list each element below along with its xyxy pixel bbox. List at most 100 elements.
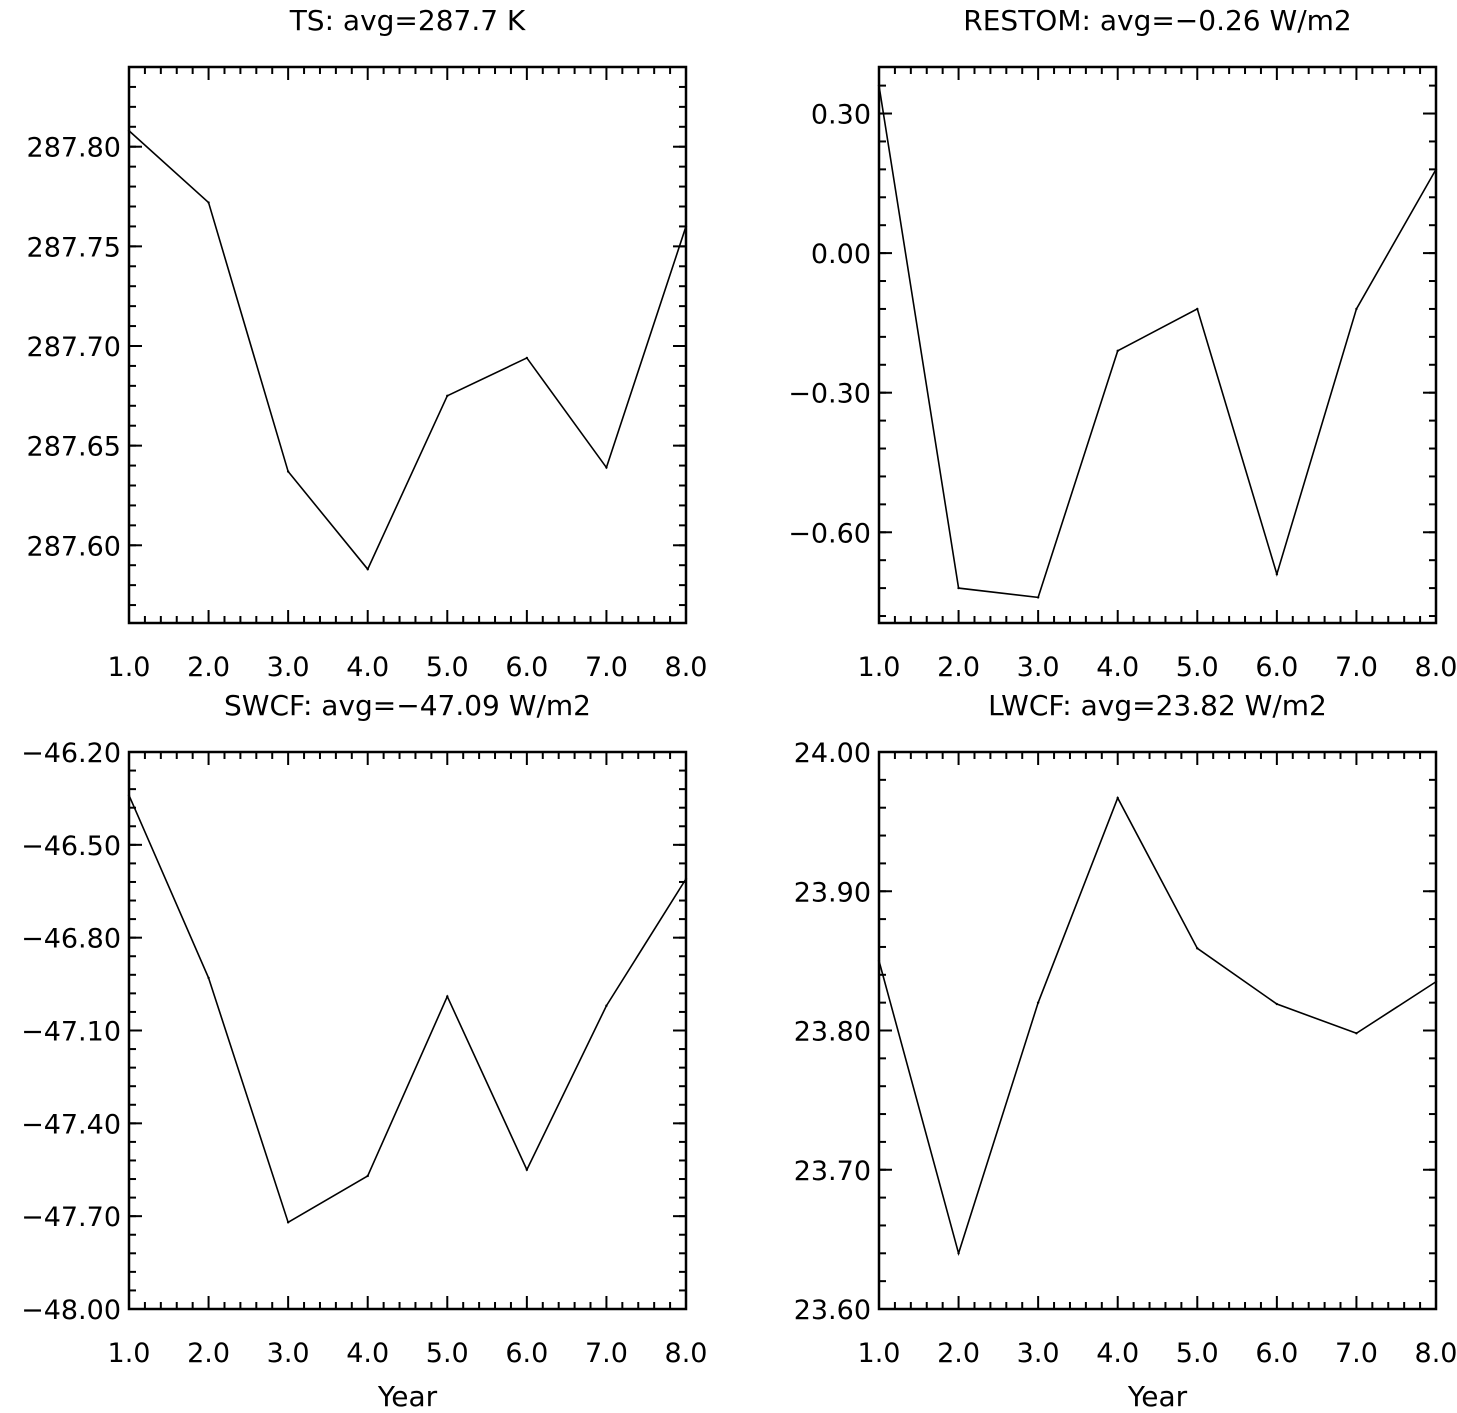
- y-tick-label: −48.00: [21, 1295, 121, 1326]
- panel-2: 1.0 2.0 3.0 4.0 5.0 6.0 7.0 8.0 −0.60 −0.30 0.00 0.…: [788, 4, 1457, 683]
- data-point: [207, 976, 210, 980]
- y-tick-label: 0.30: [811, 100, 871, 131]
- y-tick-label: 287.70: [27, 332, 121, 363]
- data-point: [1434, 168, 1438, 171]
- x-axis-label: Year: [377, 1380, 438, 1408]
- x-tick-label: 8.0: [665, 652, 708, 683]
- x-tick-label: 1.0: [108, 1338, 151, 1369]
- data-point: [1275, 1002, 1279, 1006]
- data-point: [684, 225, 688, 228]
- y-tick-label: −46.20: [21, 738, 121, 769]
- chart-title: SWCF: avg=−47.09 W/m2: [224, 689, 591, 722]
- y-tick-label: 287.60: [27, 531, 121, 562]
- y-tick-label: 23.80: [794, 1017, 871, 1048]
- y-tick-label: 287.80: [27, 133, 121, 164]
- y-tick-label: 23.70: [794, 1156, 871, 1187]
- chart-title: RESTOM: avg=−0.26 W/m2: [963, 4, 1351, 37]
- x-tick-label: 3.0: [1017, 1338, 1060, 1369]
- data-point: [446, 995, 449, 998]
- x-axis-label: Year: [1127, 1380, 1188, 1408]
- data-point: [525, 356, 529, 360]
- y-tick-label: −47.70: [21, 1202, 121, 1233]
- chart-title: TS: avg=287.7 K: [289, 4, 526, 37]
- data-point: [684, 877, 688, 881]
- panel-3: 1.0 2.0 3.0 4.0 5.0 6.0 7.0 8.0 −48.00 −47.70 −47.…: [21, 689, 708, 1413]
- data-point: [1355, 1032, 1358, 1035]
- panel-1: 1.0 2.0 3.0 4.0 5.0 6.0 7.0 8.0 287.60 287.65 287.…: [27, 4, 708, 683]
- data-point: [1196, 947, 1199, 950]
- data-point: [957, 586, 960, 590]
- y-tick-label: 23.60: [794, 1295, 871, 1326]
- data-point: [957, 1252, 960, 1255]
- y-tick-label: −47.40: [21, 1109, 121, 1140]
- series-line: [878, 796, 1437, 1257]
- x-tick-label: 4.0: [346, 1338, 389, 1369]
- x-tick-label: 5.0: [1176, 1338, 1219, 1369]
- x-tick-label: 3.0: [267, 652, 310, 683]
- y-tick-label: −46.80: [21, 924, 121, 955]
- data-point: [207, 201, 210, 204]
- x-tick-label: 6.0: [505, 652, 548, 683]
- series-line: [128, 130, 687, 571]
- data-point: [1196, 307, 1199, 311]
- y-tick-label: 24.00: [794, 738, 871, 769]
- x-tick-label: 7.0: [585, 1338, 628, 1369]
- x-tick-label: 1.0: [858, 652, 901, 683]
- x-tick-label: 1.0: [858, 1338, 901, 1369]
- x-tick-label: 2.0: [187, 652, 230, 683]
- data-point: [366, 567, 369, 571]
- x-tick-label: 7.0: [585, 652, 628, 683]
- x-tick-label: 7.0: [1335, 652, 1378, 683]
- data-point: [1036, 596, 1040, 599]
- data-point: [446, 394, 449, 398]
- panel-4: 1.0 2.0 3.0 4.0 5.0 6.0 7.0 8.0 23.60 23.70 23.80 2…: [794, 689, 1457, 1413]
- x-tick-label: 6.0: [1255, 1338, 1298, 1369]
- data-point: [1116, 349, 1119, 353]
- data-point: [127, 794, 131, 797]
- y-tick-label: −46.50: [21, 831, 121, 862]
- data-point: [1036, 1001, 1040, 1004]
- x-tick-label: 6.0: [505, 1338, 548, 1369]
- data-point: [1434, 980, 1438, 983]
- x-tick-label: 3.0: [1017, 652, 1060, 683]
- series-line: [128, 795, 687, 1224]
- data-point: [525, 1168, 529, 1171]
- x-tick-label: 7.0: [1335, 1338, 1378, 1369]
- x-tick-label: 2.0: [937, 652, 980, 683]
- data-point: [605, 466, 608, 469]
- x-tick-label: 3.0: [267, 1338, 310, 1369]
- series-line: [878, 85, 1437, 599]
- y-tick-label: 23.90: [794, 877, 871, 908]
- data-point: [1355, 307, 1358, 311]
- data-point: [877, 84, 881, 87]
- y-tick-label: −0.60: [788, 518, 871, 549]
- data-point: [1275, 572, 1279, 576]
- chart-title: LWCF: avg=23.82 W/m2: [988, 689, 1327, 722]
- x-tick-label: 5.0: [426, 652, 469, 683]
- x-tick-label: 4.0: [1096, 652, 1139, 683]
- y-tick-label: 287.75: [27, 232, 121, 263]
- y-tick-label: 287.65: [27, 432, 121, 463]
- x-tick-label: 4.0: [346, 652, 389, 683]
- y-tick-label: 0.00: [811, 239, 871, 270]
- data-point: [366, 1174, 369, 1178]
- x-tick-label: 4.0: [1096, 1338, 1139, 1369]
- data-point: [877, 959, 881, 963]
- x-tick-label: 5.0: [426, 1338, 469, 1369]
- plot-frame: [877, 65, 1438, 625]
- x-tick-label: 2.0: [937, 1338, 980, 1369]
- y-tick-label: −0.30: [788, 379, 871, 410]
- data-point: [286, 470, 290, 473]
- x-tick-label: 1.0: [108, 652, 151, 683]
- data-point: [286, 1221, 290, 1224]
- x-tick-label: 6.0: [1255, 652, 1298, 683]
- x-tick-label: 5.0: [1176, 652, 1219, 683]
- x-tick-label: 8.0: [1415, 652, 1457, 683]
- data-point: [1116, 796, 1119, 800]
- data-point: [127, 129, 131, 132]
- x-tick-label: 8.0: [665, 1338, 708, 1369]
- y-tick-label: −47.10: [21, 1017, 121, 1048]
- data-point: [605, 1004, 608, 1007]
